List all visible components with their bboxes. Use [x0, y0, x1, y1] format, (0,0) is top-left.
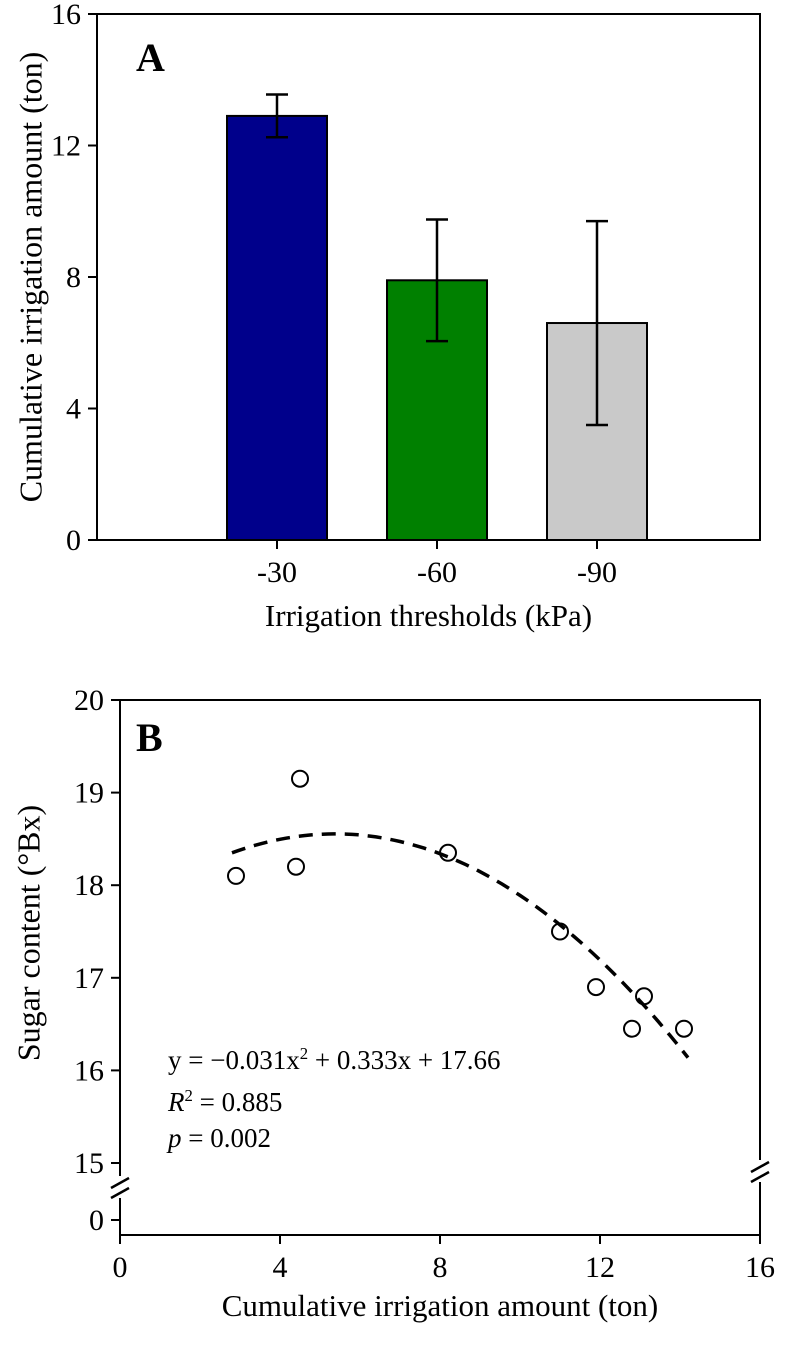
- x-tick-label: 12: [585, 1251, 615, 1284]
- panel-a-plot: 0 4 8 12 16 -30 -60 -90: [51, 0, 761, 589]
- y-tick-label: 19: [74, 777, 104, 810]
- fit-equation-suffix: + 0.333x + 17.66: [308, 1045, 501, 1075]
- scatter-point: [551, 922, 569, 941]
- panel-a-y-axis-title: Cumulative irrigation amount (ton): [12, 51, 49, 503]
- scatter-point: [635, 987, 653, 1006]
- panel-a-x-axis-title: Irrigation thresholds (kPa): [264, 598, 593, 633]
- bar--30: [226, 114, 328, 541]
- panel-b-y-axis-title: Sugar content (°Bx): [10, 804, 47, 1062]
- axis-break-slash: [750, 1160, 770, 1174]
- bar--60: [386, 279, 488, 541]
- r-squared-value: = 0.885: [192, 1087, 283, 1117]
- x-tick-label: -60: [417, 556, 457, 589]
- bar--90: [546, 322, 648, 541]
- y-tick-label: 8: [66, 261, 81, 294]
- axis-break-gap: [117, 1176, 123, 1198]
- y-tick-label: 16: [74, 1054, 104, 1087]
- scatter-point: [287, 857, 305, 876]
- y-tick-label: 15: [74, 1147, 104, 1180]
- x-tick-label: 0: [113, 1251, 128, 1284]
- y-tick-label: 0: [89, 1204, 104, 1237]
- y-tick-label: 20: [74, 684, 104, 717]
- scatter-point: [623, 1019, 641, 1038]
- panel-a-label: A: [136, 35, 165, 80]
- y-tick-label: 0: [66, 524, 81, 557]
- panel-b-plot: 15 16 17 18 19 20 00 4 8 12 16: [74, 684, 775, 1284]
- y-tick-label: 17: [74, 962, 104, 995]
- r-squared-exponent: 2: [184, 1086, 193, 1105]
- axis-break-slash: [750, 1170, 770, 1184]
- p-symbol: p: [168, 1123, 182, 1153]
- regression-annotation: y = −0.031x2 + 0.333x + 17.66 R2 = 0.885…: [168, 1036, 501, 1156]
- scatter-point: [227, 866, 245, 885]
- x-tick-label: 16: [745, 1251, 775, 1284]
- y-tick-label: 18: [74, 869, 104, 902]
- fit-equation-exponent: 2: [299, 1044, 309, 1063]
- plot-frame: [96, 13, 761, 541]
- panel-b-x-axis-title: Cumulative irrigation amount (ton): [221, 1288, 659, 1323]
- p-value: = 0.002: [181, 1123, 271, 1153]
- fit-p-value: p = 0.002: [168, 1120, 501, 1156]
- scatter-point: [291, 769, 309, 788]
- scatter-point: [587, 978, 605, 997]
- x-tick-label: 4: [273, 1251, 288, 1284]
- plot-frame: [119, 699, 761, 1236]
- fit-r-squared: R2 = 0.885: [168, 1078, 501, 1120]
- fit-equation: y = −0.031x2 + 0.333x + 17.66: [168, 1036, 501, 1078]
- y-tick-label: 16: [51, 0, 81, 31]
- x-tick-label: -30: [257, 556, 297, 589]
- axis-break-gap: [757, 1160, 763, 1182]
- y-tick-label: 4: [66, 393, 81, 426]
- axis-break-slash: [110, 1176, 130, 1190]
- x-tick-label: 8: [433, 1251, 448, 1284]
- panel-b-label: B: [136, 715, 163, 760]
- fit-equation-prefix: y = −0.031x: [168, 1045, 300, 1075]
- r-squared-symbol: R: [168, 1087, 185, 1117]
- scatter-point: [439, 843, 457, 862]
- x-tick-label: -90: [577, 556, 617, 589]
- scatter-point: [675, 1019, 693, 1038]
- axis-break-slash: [110, 1186, 130, 1200]
- fit-curve: [231, 832, 690, 1059]
- y-tick-label: 12: [51, 130, 81, 163]
